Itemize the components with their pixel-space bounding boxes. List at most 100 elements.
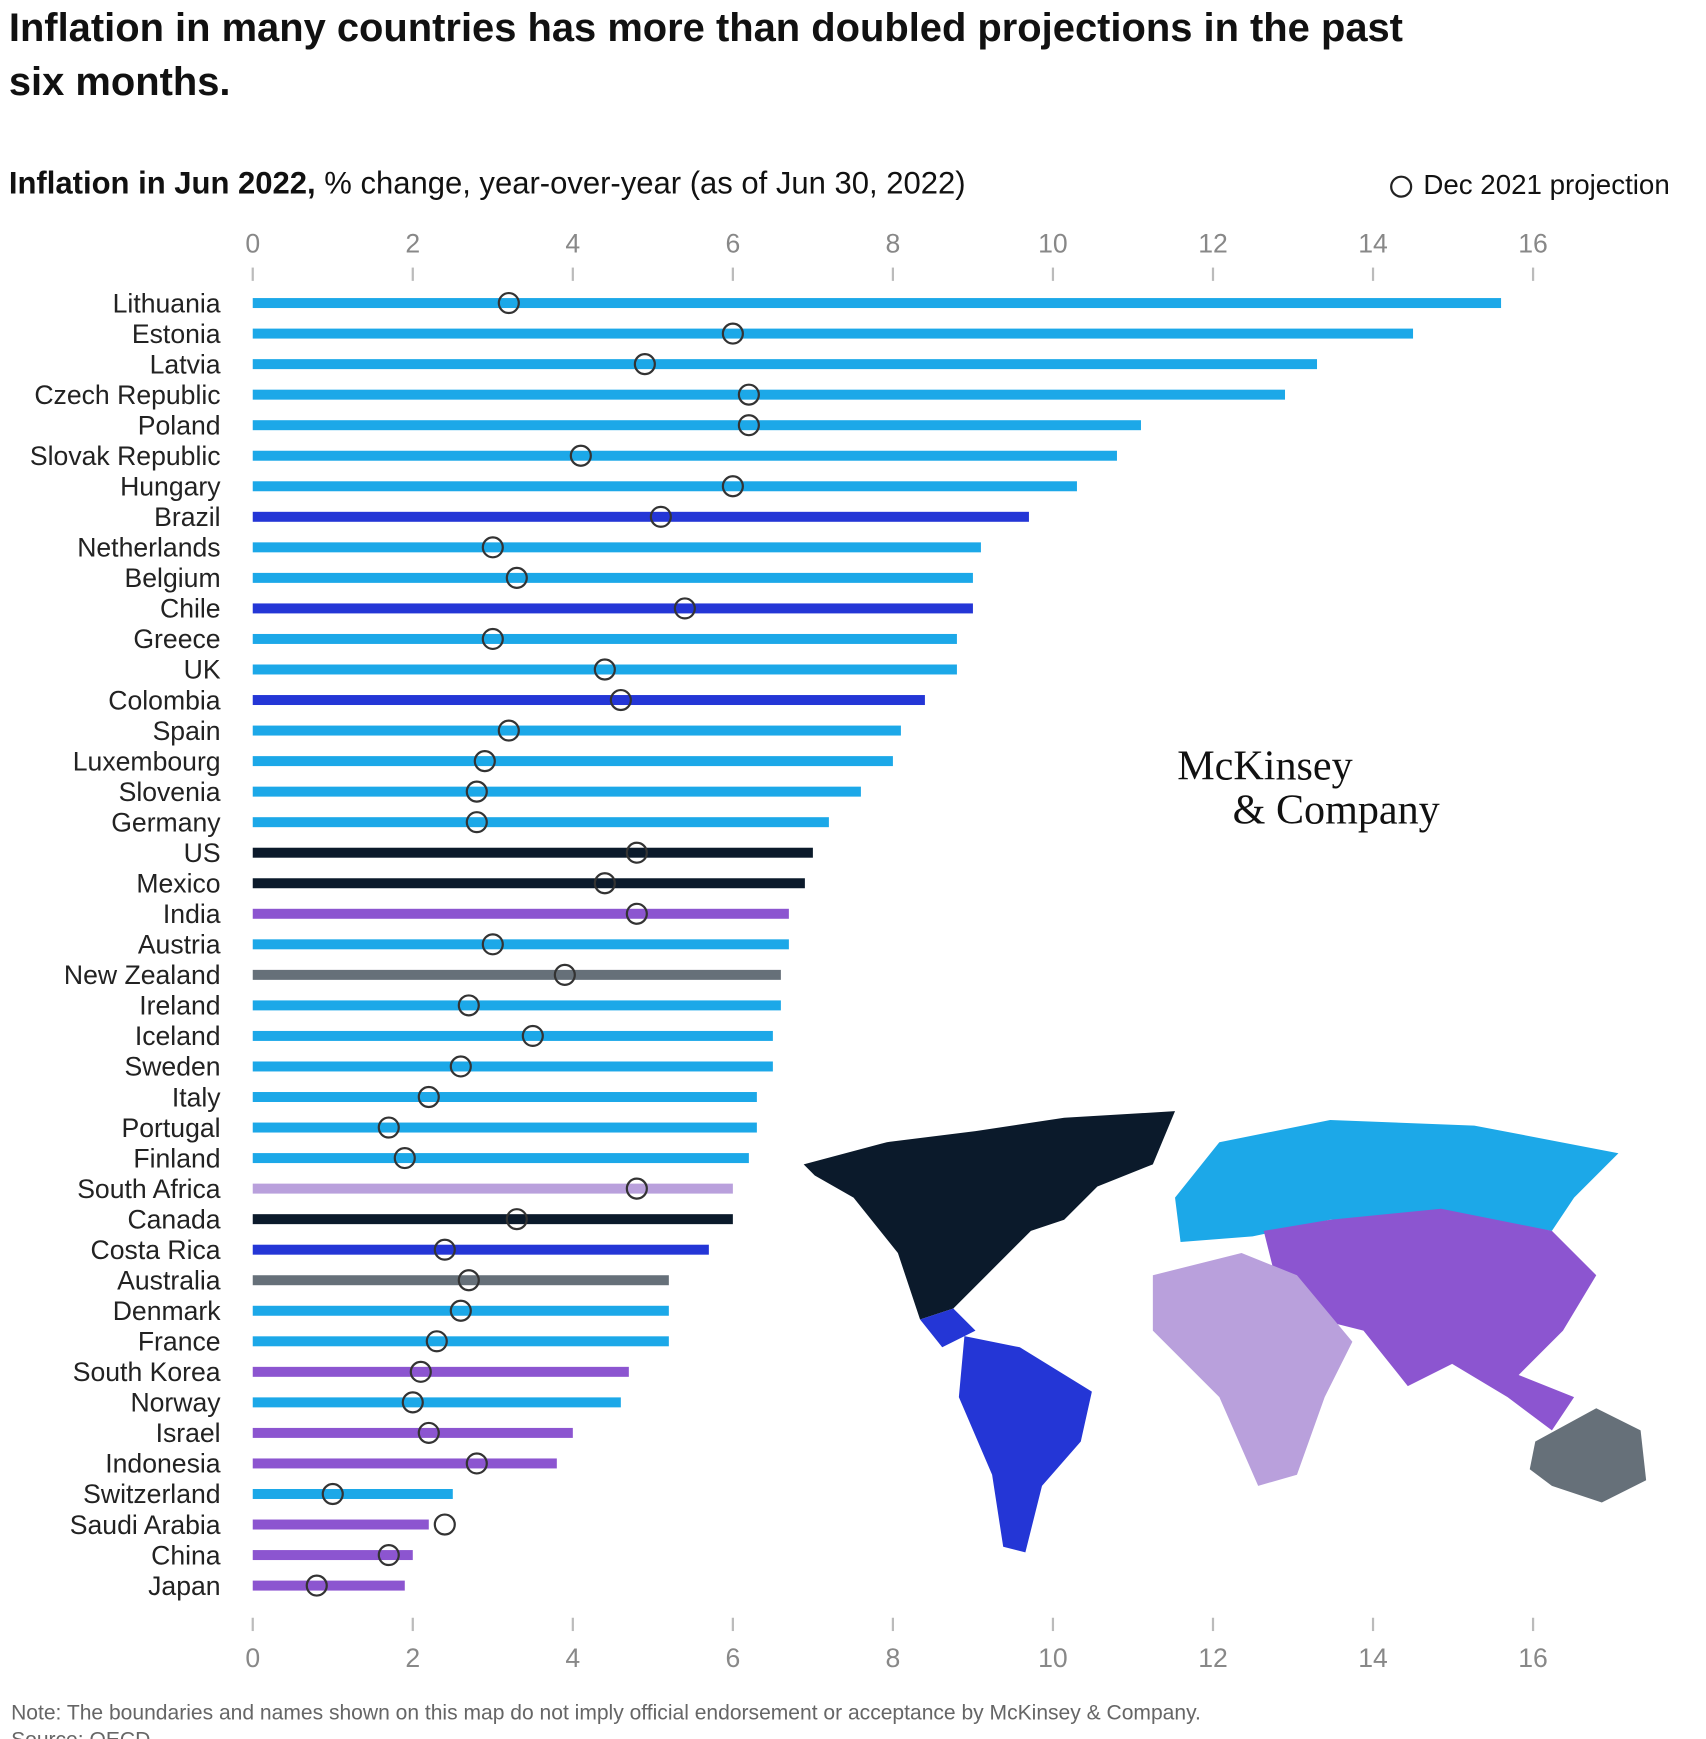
projection-marker: [737, 383, 760, 406]
projection-marker: [553, 963, 576, 986]
projection-marker: [377, 1543, 400, 1567]
projection-marker: [609, 688, 632, 712]
y-tick-label: South Africa: [77, 1174, 221, 1204]
bar: [252, 481, 1077, 492]
chart-title: Inflation in many countries has more tha…: [9, 6, 1403, 50]
y-tick-label: Portugal: [122, 1113, 221, 1143]
y-tick-label: Hungary: [120, 472, 221, 502]
y-tick-label: Estonia: [132, 319, 221, 349]
x-tick-label: 14: [1358, 1643, 1388, 1673]
projection-marker: [481, 627, 504, 651]
y-tick-label: Saudi Arabia: [70, 1510, 221, 1540]
projection-marker: [593, 872, 616, 895]
bar: [252, 1183, 733, 1194]
subtitle-bold: Inflation in Jun 2022,: [9, 166, 316, 201]
bar: [252, 389, 1286, 400]
projection-marker: [481, 536, 504, 559]
y-tick-label: Luxembourg: [73, 746, 221, 776]
bar: [252, 664, 957, 675]
y-tick-label: Iceland: [135, 1021, 221, 1051]
x-tick-label: 10: [1038, 228, 1068, 258]
subtitle: Inflation in Jun 2022, % change, year-ov…: [9, 166, 966, 201]
x-tick-label: 16: [1518, 228, 1548, 258]
y-tick-label: Brazil: [154, 502, 221, 532]
projection-marker: [449, 1055, 472, 1078]
projection-marker: [457, 994, 480, 1017]
x-tick-label: 12: [1198, 1643, 1228, 1673]
y-tick-label: Ireland: [139, 991, 220, 1021]
projection-marker: [625, 902, 648, 925]
x-tick-label: 2: [405, 1643, 420, 1673]
y-tick-label: Slovenia: [119, 777, 221, 807]
y-tick-label: Israel: [156, 1418, 221, 1448]
legend-marker: [1390, 175, 1413, 198]
x-tick-label: 10: [1038, 1643, 1068, 1673]
bar: [252, 1366, 629, 1377]
y-tick-label: France: [138, 1327, 221, 1357]
projection-marker: [593, 658, 616, 681]
bar: [252, 1397, 621, 1408]
x-tick-label: 6: [725, 1643, 740, 1673]
projection-marker: [393, 1146, 416, 1170]
x-tick-label: 6: [725, 228, 740, 258]
projection-marker: [449, 1299, 472, 1322]
y-tick-label: Austria: [138, 930, 221, 960]
y-tick-label: US: [184, 838, 221, 868]
logo: & Company: [1233, 787, 1440, 834]
y-tick-label: Slovak Republic: [30, 441, 221, 471]
bar: [252, 817, 829, 828]
projection-marker: [417, 1085, 440, 1109]
bar: [252, 756, 893, 767]
bar: [252, 359, 1318, 370]
bar: [252, 511, 1029, 522]
y-tick-label: Australia: [117, 1265, 221, 1295]
logo: McKinsey: [1177, 742, 1352, 789]
bar: [252, 1488, 453, 1499]
projection-marker: [465, 811, 488, 834]
y-tick-label: Netherlands: [77, 533, 220, 563]
bar: [252, 1519, 429, 1530]
projection-marker: [473, 750, 496, 773]
bar: [252, 1427, 573, 1438]
x-tick-label: 16: [1518, 1643, 1548, 1673]
x-tick-label: 8: [886, 228, 901, 258]
projection-marker: [633, 353, 656, 376]
bar: [252, 695, 925, 706]
bar: [252, 420, 1141, 431]
projection-marker: [409, 1360, 432, 1383]
bar: [252, 450, 1117, 461]
projection-marker: [433, 1238, 456, 1261]
x-tick-label: 8: [886, 1643, 901, 1673]
bar: [252, 847, 813, 858]
y-tick-label: Spain: [153, 716, 221, 746]
y-tick-label: India: [163, 899, 221, 929]
y-tick-label: Germany: [111, 807, 221, 837]
bar: [252, 908, 789, 919]
y-tick-label: New Zealand: [64, 960, 221, 990]
y-tick-label: Mexico: [136, 868, 220, 898]
y-tick-label: Denmark: [113, 1296, 222, 1326]
projection-marker: [401, 1391, 424, 1414]
bar: [252, 878, 805, 889]
bar: [252, 572, 973, 583]
bar: [252, 725, 901, 736]
projection-marker: [433, 1513, 456, 1536]
x-tick-label: 0: [245, 1643, 260, 1673]
y-tick-label: Colombia: [108, 685, 221, 715]
bar: [252, 1458, 557, 1469]
y-tick-label: Belgium: [125, 563, 221, 593]
bar: [252, 1061, 773, 1072]
y-tick-label: Finland: [133, 1143, 220, 1173]
world-map: [803, 1111, 1647, 1553]
y-tick-label: South Korea: [73, 1357, 221, 1387]
y-tick-label: Sweden: [124, 1052, 220, 1082]
projection-marker: [377, 1116, 400, 1139]
y-tick-label: Norway: [130, 1388, 221, 1418]
x-tick-label: 0: [245, 228, 260, 258]
x-tick-label: 2: [405, 228, 420, 258]
projection-marker: [721, 475, 744, 498]
projection-marker: [465, 1452, 488, 1475]
legend-label: Dec 2021 projection: [1423, 169, 1669, 200]
note: Note: The boundaries and names shown on …: [11, 1702, 1201, 1725]
